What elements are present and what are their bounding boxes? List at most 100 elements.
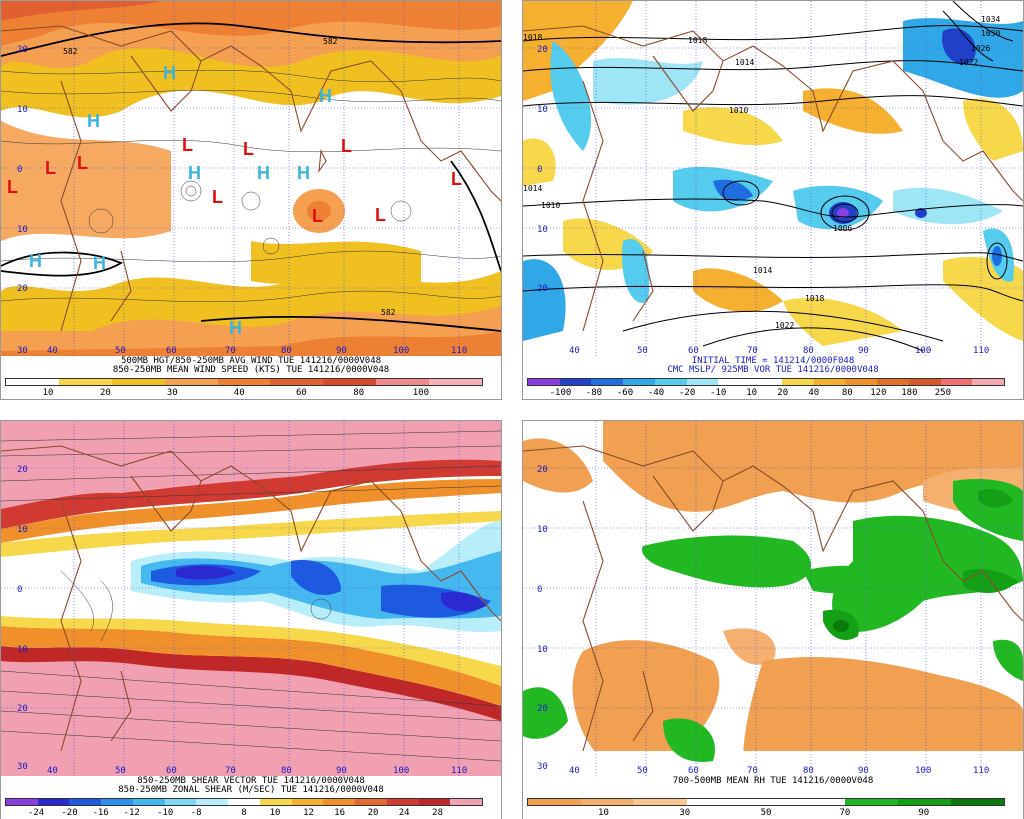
colorbar-tick: 20	[99, 388, 111, 398]
colorbar-tick: 30	[679, 808, 691, 818]
colorbar-tick: 24	[398, 808, 410, 818]
svg-text:40: 40	[47, 346, 58, 356]
colorbar-swatch	[528, 799, 581, 805]
panel-caption: INITIAL TIME = 141214/0000F048	[691, 356, 855, 366]
panel-wind-speed: 582 582 582 H H H H H H H H H L L L L L …	[0, 0, 502, 400]
svg-text:1030: 1030	[981, 29, 1000, 38]
colorbar-tick: -80	[585, 388, 603, 398]
colorbar-swatch	[898, 799, 952, 805]
panel-caption: 850-250MB ZONAL SHEAR (M/SEC) TUE 141216…	[118, 785, 384, 795]
svg-text:20: 20	[17, 704, 28, 714]
wind-shear-map: 20 10 0 10 20 30 40 50 60 70 80 90 100 1…	[1, 421, 501, 776]
colorbar-tick: 70	[839, 808, 851, 818]
high-marker: H	[87, 111, 100, 131]
svg-text:20: 20	[17, 465, 28, 475]
svg-text:20: 20	[537, 704, 548, 714]
svg-text:0: 0	[17, 585, 22, 595]
svg-text:110: 110	[973, 766, 989, 776]
colorbar-swatch	[739, 799, 793, 805]
colorbar-swatch	[623, 379, 655, 385]
colorbar-tick: 120	[870, 388, 887, 398]
colorbar-swatch	[792, 799, 846, 805]
svg-text:10: 10	[537, 525, 548, 535]
colorbar-tick: 40	[233, 388, 245, 398]
svg-text:70: 70	[747, 346, 758, 356]
panel-caption: 850-250MB SHEAR VECTOR TUE 141216/0000V0…	[137, 776, 365, 786]
colorbar-swatch	[633, 799, 687, 805]
svg-text:50: 50	[115, 766, 126, 776]
colorbar-swatch	[877, 379, 909, 385]
svg-text:50: 50	[637, 766, 648, 776]
svg-text:1014: 1014	[523, 184, 542, 193]
colorbar-tick: -60	[616, 388, 634, 398]
svg-text:10: 10	[17, 645, 28, 655]
colorbar-swatch	[291, 799, 324, 805]
high-marker: H	[188, 163, 201, 183]
svg-text:1018: 1018	[805, 294, 824, 303]
svg-text:1034: 1034	[981, 15, 1000, 24]
relative-humidity-map: 20 10 0 10 20 30 40 50 60 70 80 90 100 1…	[523, 421, 1023, 776]
colorbar-swatch	[845, 799, 899, 805]
colorbar-tick: 180	[901, 388, 918, 398]
svg-text:60: 60	[166, 766, 177, 776]
svg-text:90: 90	[858, 766, 869, 776]
low-marker: L	[312, 206, 323, 226]
colorbar-swatch	[951, 799, 1005, 805]
colorbar-tick: 90	[918, 808, 930, 818]
colorbar-swatch	[164, 799, 197, 805]
colorbar-tick: -24	[27, 808, 45, 818]
colorbar-swatch	[228, 799, 260, 805]
svg-text:20: 20	[537, 45, 548, 55]
colorbar-swatch	[528, 379, 560, 385]
colorbar-swatch	[37, 799, 70, 805]
high-marker: H	[229, 318, 242, 338]
wind-speed-map: 582 582 582 H H H H H H H H H L L L L L …	[1, 1, 501, 356]
colorbar-tick: 250	[934, 388, 951, 398]
colorbar	[5, 378, 483, 386]
colorbar-tick: 100	[412, 388, 429, 398]
colorbar-swatch	[376, 379, 430, 385]
svg-text:1010: 1010	[541, 201, 560, 210]
svg-text:10: 10	[17, 225, 28, 235]
colorbar-swatch	[940, 379, 973, 385]
colorbar-swatch	[259, 799, 292, 805]
colorbar-swatch	[418, 799, 451, 805]
colorbar-swatch	[111, 379, 165, 385]
svg-text:1022: 1022	[775, 321, 794, 330]
svg-text:90: 90	[336, 346, 347, 356]
colorbar-swatch	[845, 379, 878, 385]
panel-relative-humidity: 20 10 0 10 20 30 40 50 60 70 80 90 100 1…	[522, 420, 1024, 819]
colorbar	[527, 798, 1005, 806]
colorbar-swatch	[591, 379, 624, 385]
high-marker: H	[93, 253, 106, 273]
contour-label-582: 582	[63, 47, 78, 56]
colorbar-swatch	[217, 379, 271, 385]
svg-text:100: 100	[393, 346, 409, 356]
colorbar-swatch	[686, 799, 740, 805]
svg-text:30: 30	[17, 346, 28, 356]
colorbar-swatch	[580, 799, 634, 805]
svg-text:90: 90	[858, 346, 869, 356]
colorbar-swatch	[6, 379, 59, 385]
high-marker: H	[257, 163, 270, 183]
svg-text:50: 50	[115, 346, 126, 356]
colorbar-swatch	[718, 379, 751, 385]
svg-text:20: 20	[17, 45, 28, 55]
colorbar-swatch	[164, 379, 218, 385]
grid-labels: 20 10 0 10 20 40 50 60 70 80 90 100 110	[537, 45, 989, 356]
grid-labels: 20 10 0 10 20 30 40 50 60 70 80 90 100 1…	[17, 465, 467, 776]
colorbar-swatch	[654, 379, 687, 385]
colorbar-ticks: 10 20 30 40 60 80 100	[5, 388, 483, 399]
colorbar-tick: -20	[678, 388, 696, 398]
low-marker: L	[375, 205, 386, 225]
panel-mslp-vorticity: 1018 1014 1010 1010 1006 1014 1018 1022 …	[522, 0, 1024, 400]
colorbar-tick: -10	[710, 388, 727, 398]
svg-text:60: 60	[166, 346, 177, 356]
panel-caption: 850-250MB MEAN WIND SPEED (KTS) TUE 1412…	[112, 365, 390, 375]
svg-text:10: 10	[537, 105, 548, 115]
colorbar-tick: -10	[156, 808, 174, 818]
svg-text:80: 80	[281, 766, 292, 776]
high-marker: H	[163, 63, 176, 83]
svg-text:10: 10	[17, 105, 28, 115]
colorbar-tick: 20	[777, 388, 789, 398]
